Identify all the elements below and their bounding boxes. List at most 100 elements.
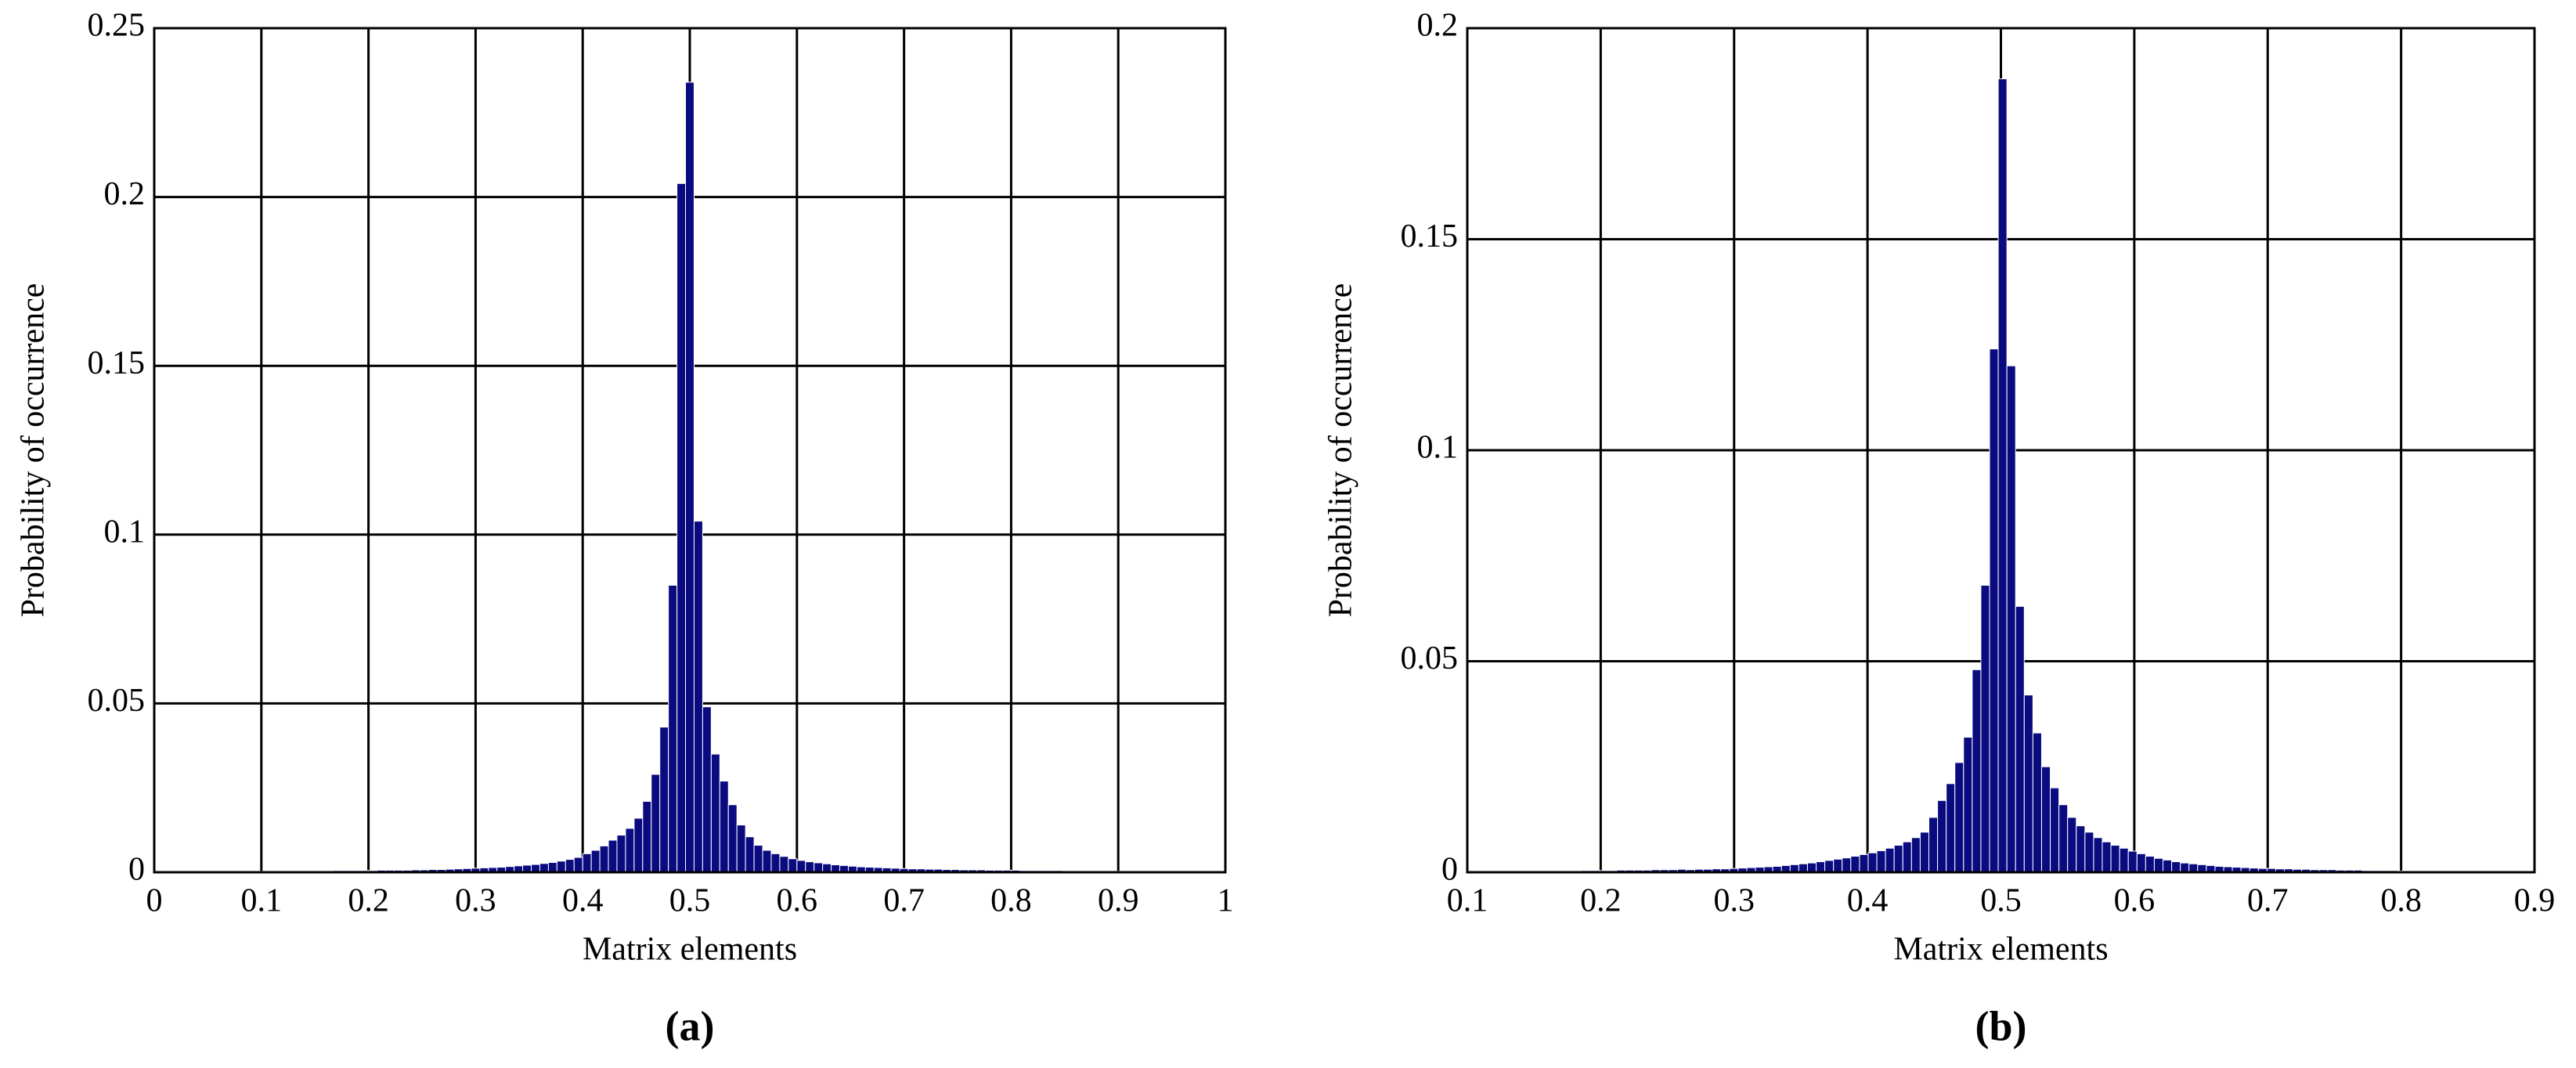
bar (547, 861, 557, 873)
bar (2145, 856, 2155, 873)
y-tick-label: 0.05 (1401, 640, 1459, 677)
bar (1954, 762, 1964, 873)
bar (2015, 605, 2025, 873)
bar (1876, 850, 1886, 873)
bar (796, 860, 806, 873)
bar (1806, 862, 1817, 873)
bar (659, 727, 669, 873)
x-tick-label: 0.3 (1714, 883, 1755, 919)
x-axis-label: Matrix elements (1893, 932, 2108, 968)
x-tick-label: 0.2 (348, 883, 389, 919)
bar (736, 824, 746, 873)
bar (1946, 783, 1956, 873)
bar (651, 774, 661, 873)
bar (762, 850, 772, 873)
bar (2006, 365, 2016, 873)
bar (753, 845, 763, 873)
x-tick-label: 0.8 (990, 883, 1032, 919)
bar (2050, 787, 2060, 873)
bar (2171, 861, 2181, 873)
plot-frame (153, 27, 1227, 874)
bar (2119, 847, 2129, 873)
x-tick-label: 0.4 (1847, 883, 1889, 919)
x-tick-label: 0.1 (241, 883, 283, 919)
bar (1816, 861, 1826, 873)
panel-label: (b) (1975, 1002, 2027, 1049)
y-axis-label: Probability of occurrence (1323, 283, 1359, 618)
bar (608, 839, 618, 873)
bar (633, 817, 644, 873)
bar (2188, 863, 2199, 873)
x-tick-label: 0.9 (1098, 883, 1139, 919)
bar (685, 81, 695, 873)
bar (1919, 832, 1929, 873)
x-tick-label: 1 (1218, 883, 1234, 919)
bar (625, 828, 635, 873)
bar (822, 863, 832, 873)
bar (1972, 669, 1982, 873)
y-tick-label: 0 (1441, 852, 1458, 888)
bar (1798, 863, 1808, 873)
x-tick-label: 0.7 (883, 883, 925, 919)
plot-frame (1466, 27, 2536, 874)
x-tick-label: 0.9 (2514, 883, 2556, 919)
bar (1824, 860, 1835, 873)
bar (779, 856, 789, 873)
bar (1867, 852, 1878, 873)
bar (1893, 845, 1903, 873)
bar (590, 850, 601, 873)
bar (805, 861, 815, 873)
bar (668, 584, 678, 873)
bar (676, 182, 687, 873)
x-tick-label: 0.5 (669, 883, 711, 919)
bar (788, 858, 798, 873)
bar (565, 859, 575, 873)
bar (770, 853, 781, 873)
bar (1997, 78, 2008, 873)
bar (1902, 841, 1912, 873)
bar (2023, 695, 2033, 873)
bar (1850, 856, 1860, 873)
bar (582, 853, 592, 873)
bar (616, 835, 626, 873)
bar (2153, 857, 2164, 873)
x-tick-label: 0.8 (2380, 883, 2422, 919)
bar (2084, 832, 2094, 873)
x-tick-label: 0.1 (1447, 883, 1488, 919)
x-tick-label: 0.6 (2114, 883, 2156, 919)
bar (1928, 817, 1939, 873)
y-tick-label: 0.2 (104, 176, 146, 212)
y-tick-label: 0.15 (88, 345, 146, 381)
bar (745, 836, 755, 873)
bar (2058, 804, 2069, 873)
y-tick-label: 0.25 (88, 8, 146, 44)
bar (642, 800, 652, 873)
bar (2180, 862, 2190, 873)
bar (2093, 837, 2103, 873)
bar (539, 863, 549, 873)
y-tick-label: 0.2 (1417, 8, 1459, 44)
bar (2032, 732, 2042, 873)
bar (2102, 841, 2112, 873)
y-tick-label: 0.1 (104, 514, 146, 550)
bar (1980, 584, 1990, 873)
bar (2067, 817, 2077, 873)
bar (2127, 850, 2138, 873)
bar (1842, 857, 1852, 873)
x-tick-label: 0.4 (562, 883, 604, 919)
y-axis-label: Probability of occurrence (16, 283, 52, 618)
bar (1859, 853, 1869, 873)
bar (1885, 847, 1895, 873)
bar (573, 857, 583, 873)
chart-panel: 0.1 0.2 0.3 0.4 0.5 0.6 0.7 0.8 0.9 0 0.05 0.1 0.15 0… (1323, 8, 2556, 1050)
bar (710, 753, 720, 873)
bar (1989, 348, 1999, 873)
bar (702, 706, 712, 873)
bar (1910, 837, 1921, 873)
bar (2076, 825, 2086, 873)
bar (2136, 853, 2146, 873)
bar (719, 781, 729, 873)
bar (2110, 845, 2120, 873)
chart-panel: 0 0.1 0.2 0.3 0.4 0.5 0.6 0.7 0.8 0.9 1 0 0.05 0.1 0.1… (16, 8, 1234, 1050)
